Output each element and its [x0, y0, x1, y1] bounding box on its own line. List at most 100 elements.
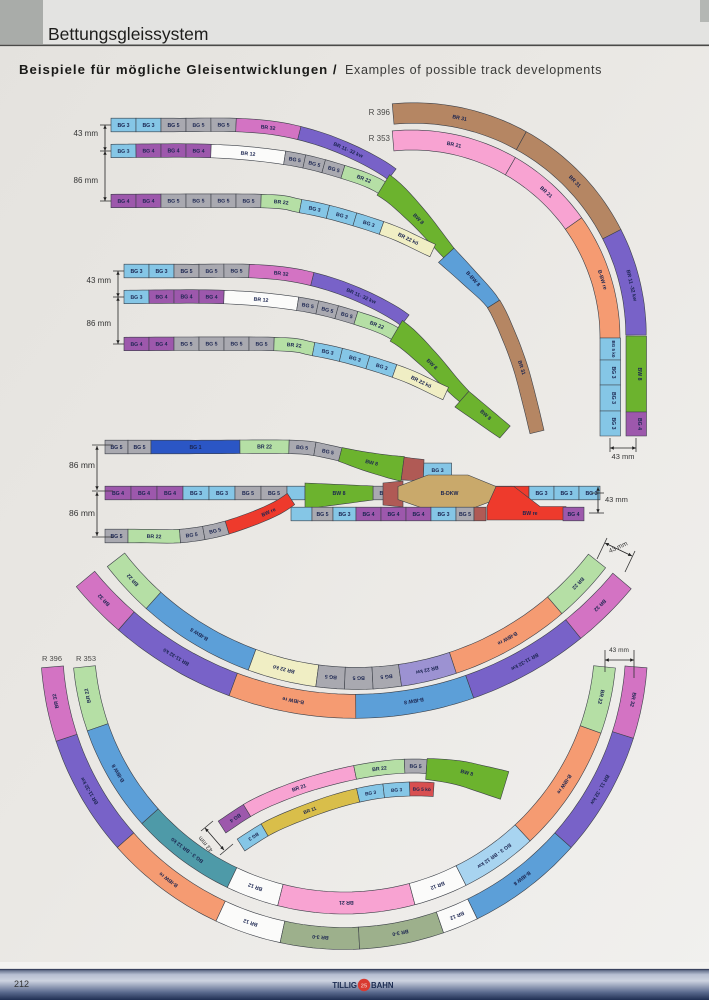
svg-text:BR 22: BR 22: [84, 688, 93, 704]
svg-text:R 396: R 396: [42, 654, 62, 663]
svg-text:B-IBW 8: B-IBW 8: [403, 696, 424, 705]
svg-text:BG 5: BG 5: [353, 674, 365, 680]
svg-text:43 mm: 43 mm: [609, 647, 629, 654]
svg-text:BG 4: BG 4: [142, 199, 154, 205]
svg-text:BG 3: BG 3: [117, 123, 129, 129]
svg-text:86 mm: 86 mm: [69, 508, 95, 518]
svg-text:BG 5: BG 5: [205, 269, 217, 275]
svg-text:BW 8: BW 8: [333, 491, 346, 497]
svg-text:BG 5: BG 5: [242, 199, 254, 205]
svg-text:BR 32: BR 32: [260, 124, 275, 132]
svg-text:BR 12: BR 12: [253, 297, 268, 304]
svg-text:BG 5: BG 5: [296, 445, 309, 452]
svg-text:TILLIG: TILLIG: [332, 981, 357, 990]
svg-text:BG 5: BG 5: [301, 302, 314, 310]
svg-text:43 mm: 43 mm: [74, 129, 99, 138]
svg-text:BW 8: BW 8: [636, 368, 642, 381]
svg-text:B-BW re: B-BW re: [596, 269, 608, 290]
svg-text:BG 4: BG 4: [117, 199, 129, 205]
svg-text:BR 22: BR 22: [273, 199, 288, 206]
svg-text:BR 32: BR 32: [273, 270, 288, 278]
svg-text:R 396: R 396: [369, 108, 391, 117]
svg-text:BR 3-0: BR 3-0: [392, 928, 409, 937]
svg-text:BR 3-0: BR 3-0: [312, 933, 329, 940]
svg-text:BG 5: BG 5: [321, 306, 334, 315]
svg-text:B-DKW: B-DKW: [441, 491, 459, 497]
svg-text:BG 4: BG 4: [130, 342, 142, 348]
svg-text:Bettungsgleissystem: Bettungsgleissystem: [48, 24, 209, 44]
svg-text:BG 3: BG 3: [130, 295, 142, 301]
svg-text:BG 5: BG 5: [380, 672, 393, 679]
svg-text:BW re: BW re: [523, 511, 538, 517]
svg-text:25: 25: [361, 983, 368, 989]
svg-text:BG 3: BG 3: [362, 220, 375, 229]
svg-text:BR 12: BR 12: [429, 880, 445, 891]
svg-text:BG 4: BG 4: [192, 148, 204, 154]
svg-text:BG 4: BG 4: [362, 512, 374, 518]
svg-text:43 mm: 43 mm: [612, 452, 635, 461]
svg-text:BG 5: BG 5: [327, 165, 340, 174]
svg-text:BG 4: BG 4: [412, 512, 424, 518]
svg-text:BG 5: BG 5: [340, 311, 353, 320]
svg-text:212: 212: [14, 979, 29, 989]
svg-text:BG 5: BG 5: [288, 156, 301, 164]
svg-text:BR 12: BR 12: [240, 151, 255, 158]
svg-text:BG 3: BG 3: [321, 348, 334, 356]
svg-text:BG 3: BG 3: [308, 205, 321, 213]
svg-text:BG 5: BG 5: [192, 123, 204, 129]
svg-text:BR 22: BR 22: [372, 765, 387, 773]
svg-text:BR 12: BR 12: [243, 917, 259, 927]
svg-text:BG 5: BG 5: [180, 342, 192, 348]
svg-text:BG 5: BG 5: [205, 341, 217, 347]
svg-text:BG 3: BG 3: [338, 512, 350, 518]
svg-text:BR 22 kö: BR 22 kö: [272, 663, 295, 674]
svg-text:BG 3: BG 3: [216, 491, 228, 497]
svg-text:BR 22: BR 22: [147, 534, 162, 540]
svg-text:BG 5: BG 5: [217, 198, 229, 204]
svg-text:BG 5: BG 5: [410, 764, 422, 770]
svg-text:BG 5 kö: BG 5 kö: [413, 787, 431, 793]
svg-text:BG 5 kö: BG 5 kö: [611, 340, 616, 357]
svg-text:43 mm: 43 mm: [87, 276, 112, 285]
svg-text:BG 5: BG 5: [192, 198, 204, 204]
svg-text:BG 5: BG 5: [316, 512, 328, 518]
svg-text:BG 3: BG 3: [375, 363, 388, 372]
svg-text:BR 11: BR 11: [303, 806, 318, 816]
svg-text:BR 31: BR 31: [452, 114, 468, 123]
svg-text:BG 4: BG 4: [142, 148, 154, 154]
svg-text:Examples of possible track dev: Examples of possible track developments: [345, 63, 602, 77]
svg-text:86 mm: 86 mm: [69, 460, 95, 470]
svg-text:BAHN: BAHN: [371, 981, 394, 990]
svg-text:BG 5: BG 5: [133, 445, 145, 451]
svg-text:BG 3: BG 3: [117, 149, 129, 155]
svg-text:BG 3: BG 3: [610, 366, 616, 378]
svg-text:BG 3: BG 3: [535, 491, 547, 497]
svg-text:BG 4: BG 4: [155, 294, 167, 300]
svg-text:BR 22: BR 22: [257, 445, 272, 451]
svg-text:BR 22: BR 22: [356, 174, 372, 185]
svg-text:BG 5: BG 5: [255, 342, 267, 348]
svg-text:BG 3: BG 3: [365, 790, 377, 798]
svg-text:BG 5: BG 5: [230, 341, 242, 347]
svg-text:43 mm: 43 mm: [605, 495, 628, 504]
svg-text:BG 5: BG 5: [308, 160, 321, 169]
svg-text:BR 22: BR 22: [286, 342, 301, 349]
svg-text:BG 3: BG 3: [130, 269, 142, 275]
svg-text:BG 3: BG 3: [610, 392, 616, 404]
svg-text:BG 3: BG 3: [432, 468, 444, 474]
svg-text:BG 4: BG 4: [387, 512, 399, 518]
svg-text:BG 3: BG 3: [610, 417, 616, 429]
svg-text:BR 32: BR 32: [52, 693, 61, 709]
svg-text:BW 8: BW 8: [460, 769, 474, 778]
svg-text:B-IBW re: B-IBW re: [282, 695, 305, 705]
svg-text:BG 4: BG 4: [155, 342, 167, 348]
svg-text:Beispiele für mögliche Gleisen: Beispiele für mögliche Gleisentwicklunge…: [19, 62, 338, 77]
svg-text:BG 3: BG 3: [190, 491, 202, 497]
svg-text:BG 3: BG 3: [391, 787, 403, 794]
svg-text:BG 5: BG 5: [242, 491, 254, 497]
svg-text:BG 3: BG 3: [142, 123, 154, 129]
svg-text:BG 3: BG 3: [335, 212, 348, 221]
svg-text:BG 3: BG 3: [155, 269, 167, 275]
svg-text:R 353: R 353: [369, 134, 391, 143]
svg-text:BG 5: BG 5: [268, 491, 280, 497]
